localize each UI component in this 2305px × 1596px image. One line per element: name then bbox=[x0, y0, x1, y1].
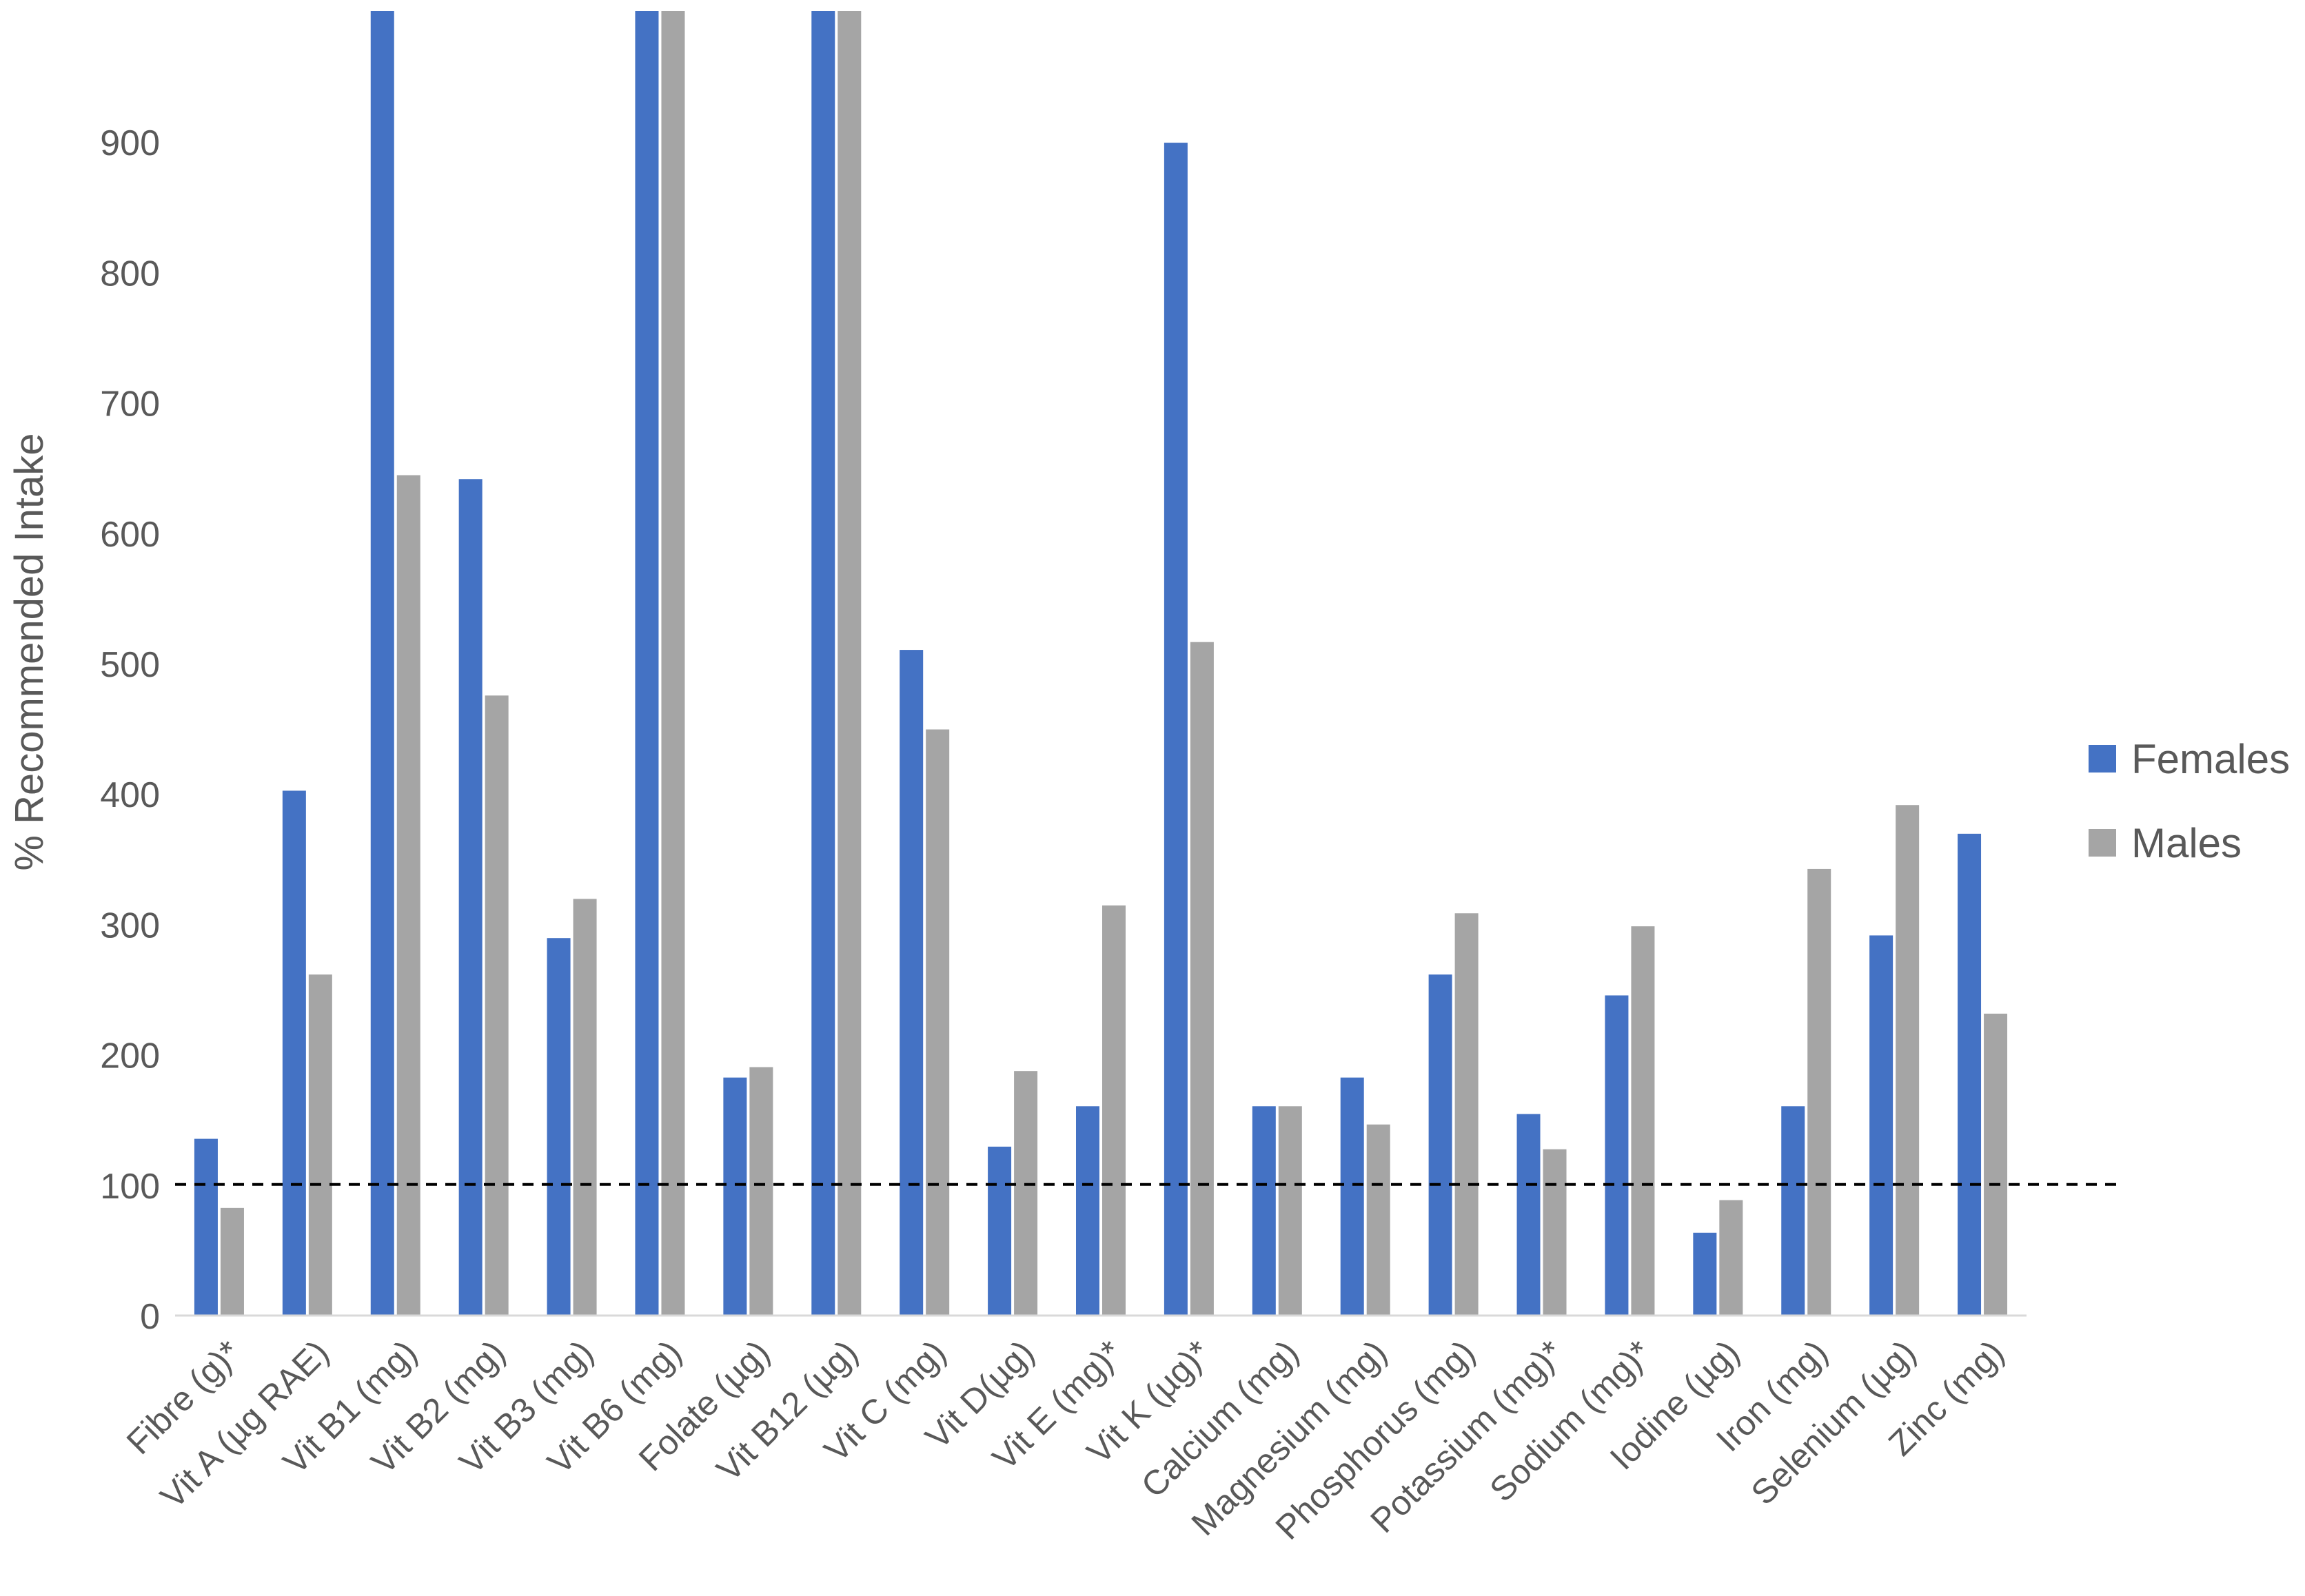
y-tick-label: 100 bbox=[100, 1167, 160, 1207]
bar-females-6 bbox=[723, 1077, 747, 1315]
bar-females-12 bbox=[1252, 1106, 1276, 1315]
y-axis-label: % Recommended Intake bbox=[7, 433, 52, 870]
legend-label-females: Females bbox=[2131, 735, 2291, 782]
bar-females-5 bbox=[635, 11, 659, 1315]
bar-males-9 bbox=[1014, 1071, 1038, 1315]
bar-females-16 bbox=[1605, 995, 1629, 1315]
bar-males-8 bbox=[926, 729, 950, 1315]
bar-males-1 bbox=[308, 974, 332, 1315]
bar-females-19 bbox=[1869, 935, 1893, 1315]
bar-males-15 bbox=[1543, 1149, 1567, 1315]
bar-females-20 bbox=[1958, 833, 1982, 1315]
legend-item-females: Females bbox=[2089, 717, 2290, 801]
y-tick-label: 0 bbox=[140, 1297, 160, 1337]
y-axis-ticks: 0 100 200 300 400 500 600 700 800 900 bbox=[100, 123, 160, 1337]
y-tick-label: 400 bbox=[100, 775, 160, 815]
bar-females-14 bbox=[1428, 974, 1452, 1315]
bar-males-14 bbox=[1454, 913, 1479, 1315]
bars bbox=[194, 11, 2008, 1315]
bar-males-16 bbox=[1631, 926, 1655, 1315]
y-tick-label: 200 bbox=[100, 1036, 160, 1076]
bar-males-13 bbox=[1366, 1124, 1390, 1315]
legend-swatch-males bbox=[2089, 829, 2116, 857]
legend-label-males: Males bbox=[2131, 819, 2242, 866]
y-tick-label: 500 bbox=[100, 645, 160, 685]
bar-males-10 bbox=[1102, 905, 1126, 1315]
bar-females-2 bbox=[370, 11, 394, 1315]
bar-males-19 bbox=[1896, 805, 1920, 1315]
bar-males-11 bbox=[1190, 642, 1214, 1315]
legend-swatch-females bbox=[2089, 745, 2116, 773]
bar-males-20 bbox=[1984, 1013, 2008, 1315]
bar-females-8 bbox=[900, 650, 924, 1315]
bar-females-9 bbox=[988, 1146, 1012, 1315]
bar-males-6 bbox=[749, 1067, 773, 1315]
bar-males-2 bbox=[396, 475, 420, 1315]
bar-males-7 bbox=[837, 11, 862, 1315]
y-tick-label: 300 bbox=[100, 906, 160, 945]
bar-females-3 bbox=[458, 479, 483, 1315]
bar-females-1 bbox=[282, 790, 306, 1315]
bar-males-12 bbox=[1278, 1106, 1302, 1315]
bar-females-4 bbox=[547, 938, 571, 1315]
bar-females-10 bbox=[1076, 1106, 1099, 1315]
y-tick-label: 700 bbox=[100, 385, 160, 424]
bar-males-4 bbox=[573, 899, 597, 1315]
bar-females-11 bbox=[1164, 143, 1188, 1315]
bar-males-3 bbox=[485, 695, 509, 1315]
bar-females-13 bbox=[1340, 1077, 1364, 1315]
x-axis-labels: Fibre (g)*Vit A (µg RAE)Vit B1 (mg)Vit B… bbox=[119, 1333, 2011, 1547]
bar-females-0 bbox=[194, 1138, 218, 1315]
legend: Females Males bbox=[2089, 717, 2290, 885]
bar-males-5 bbox=[661, 11, 685, 1315]
bar-males-17 bbox=[1719, 1200, 1743, 1315]
legend-item-males: Males bbox=[2089, 801, 2290, 885]
bar-females-18 bbox=[1781, 1106, 1805, 1315]
bar-males-0 bbox=[220, 1207, 244, 1315]
bar-females-17 bbox=[1693, 1232, 1717, 1315]
y-tick-label: 800 bbox=[100, 254, 160, 294]
bar-females-7 bbox=[811, 11, 835, 1315]
bar-males-18 bbox=[1807, 868, 1831, 1315]
y-tick-label: 600 bbox=[100, 515, 160, 555]
y-tick-label: 900 bbox=[100, 123, 160, 163]
bar-females-15 bbox=[1516, 1114, 1541, 1315]
